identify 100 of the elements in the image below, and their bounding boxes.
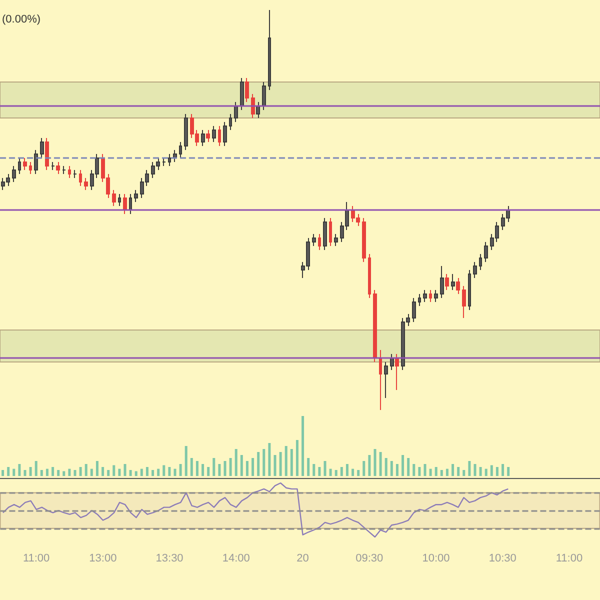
bar bbox=[484, 468, 488, 476]
bar bbox=[190, 458, 193, 476]
bar bbox=[96, 461, 98, 476]
bar bbox=[218, 464, 221, 476]
bar bbox=[407, 458, 410, 476]
bar bbox=[368, 455, 371, 476]
bar bbox=[207, 467, 210, 476]
bar bbox=[452, 464, 454, 476]
candlestick bbox=[62, 166, 66, 174]
candlestick bbox=[262, 82, 266, 110]
bar bbox=[62, 471, 66, 476]
bar bbox=[68, 468, 71, 476]
candlestick bbox=[473, 262, 477, 278]
bar bbox=[468, 461, 471, 476]
bar bbox=[302, 416, 304, 476]
bar bbox=[318, 467, 321, 476]
candlestick bbox=[234, 102, 238, 122]
bar bbox=[184, 446, 188, 476]
candlestick bbox=[201, 130, 205, 146]
bar bbox=[74, 470, 76, 476]
bar bbox=[140, 468, 143, 476]
bar bbox=[340, 467, 343, 476]
bar bbox=[396, 464, 398, 476]
bar bbox=[374, 449, 376, 476]
bar bbox=[446, 468, 448, 476]
bar bbox=[12, 468, 16, 476]
bar bbox=[107, 470, 110, 476]
candlestick bbox=[162, 158, 166, 166]
candlestick bbox=[168, 154, 171, 166]
bar bbox=[152, 470, 154, 476]
bar bbox=[412, 464, 416, 476]
bar bbox=[84, 464, 88, 476]
bar bbox=[402, 455, 404, 476]
bar bbox=[124, 464, 126, 476]
bar bbox=[29, 467, 32, 476]
bar bbox=[462, 470, 466, 476]
bar bbox=[479, 467, 482, 476]
bar bbox=[202, 464, 204, 476]
bar bbox=[57, 470, 60, 476]
candlestick bbox=[312, 234, 316, 246]
annotation: (0.00%) bbox=[2, 14, 41, 26]
bar bbox=[279, 452, 282, 476]
bar bbox=[34, 461, 38, 476]
candlestick bbox=[462, 286, 466, 318]
bar bbox=[157, 468, 160, 476]
candlestick bbox=[318, 234, 321, 250]
candlestick bbox=[479, 254, 482, 270]
candlestick bbox=[368, 254, 371, 298]
candlestick bbox=[434, 290, 438, 302]
bar bbox=[357, 470, 360, 476]
bar bbox=[134, 471, 138, 476]
bar bbox=[324, 461, 326, 476]
x-tick-label: 14:00 bbox=[222, 552, 250, 564]
candlestick bbox=[184, 114, 188, 150]
candlestick bbox=[229, 114, 232, 130]
x-tick-label: 10:00 bbox=[422, 552, 450, 564]
candlestick bbox=[412, 298, 416, 322]
candlestick bbox=[123, 194, 127, 214]
candlestick bbox=[84, 178, 88, 190]
bar bbox=[7, 467, 10, 476]
bar bbox=[246, 461, 248, 476]
candlestick bbox=[418, 294, 421, 306]
candlestick bbox=[456, 278, 460, 294]
candlestick bbox=[223, 122, 227, 146]
bar bbox=[46, 468, 48, 476]
candlestick bbox=[362, 218, 366, 262]
candlestick bbox=[179, 142, 182, 158]
bar bbox=[424, 464, 426, 476]
bar bbox=[212, 458, 216, 476]
bar bbox=[257, 452, 260, 476]
candlestick bbox=[134, 190, 138, 202]
bar bbox=[240, 455, 243, 476]
bar bbox=[268, 443, 271, 476]
bar bbox=[384, 458, 388, 476]
bar bbox=[24, 470, 26, 476]
bar bbox=[90, 468, 93, 476]
candlestick bbox=[323, 218, 327, 250]
x-tick-label: 20 bbox=[296, 552, 309, 564]
bar bbox=[379, 452, 382, 476]
bar bbox=[102, 467, 104, 476]
bar bbox=[507, 467, 510, 476]
candlestick bbox=[245, 78, 249, 102]
bar bbox=[490, 465, 493, 476]
bar bbox=[40, 470, 43, 476]
candlestick bbox=[268, 10, 271, 90]
candlestick bbox=[256, 102, 260, 118]
candlestick bbox=[68, 166, 71, 178]
candlestick bbox=[451, 274, 455, 290]
candlestick bbox=[45, 138, 49, 170]
candlestick bbox=[118, 194, 121, 206]
candlestick bbox=[173, 150, 177, 162]
bar bbox=[252, 458, 254, 476]
candlestick bbox=[329, 218, 332, 246]
candlestick bbox=[423, 290, 427, 302]
candlestick bbox=[334, 234, 338, 246]
bar bbox=[112, 465, 116, 476]
candlestick bbox=[29, 162, 32, 174]
candlestick bbox=[440, 266, 444, 298]
candlestick bbox=[40, 138, 44, 158]
bar bbox=[234, 449, 238, 476]
